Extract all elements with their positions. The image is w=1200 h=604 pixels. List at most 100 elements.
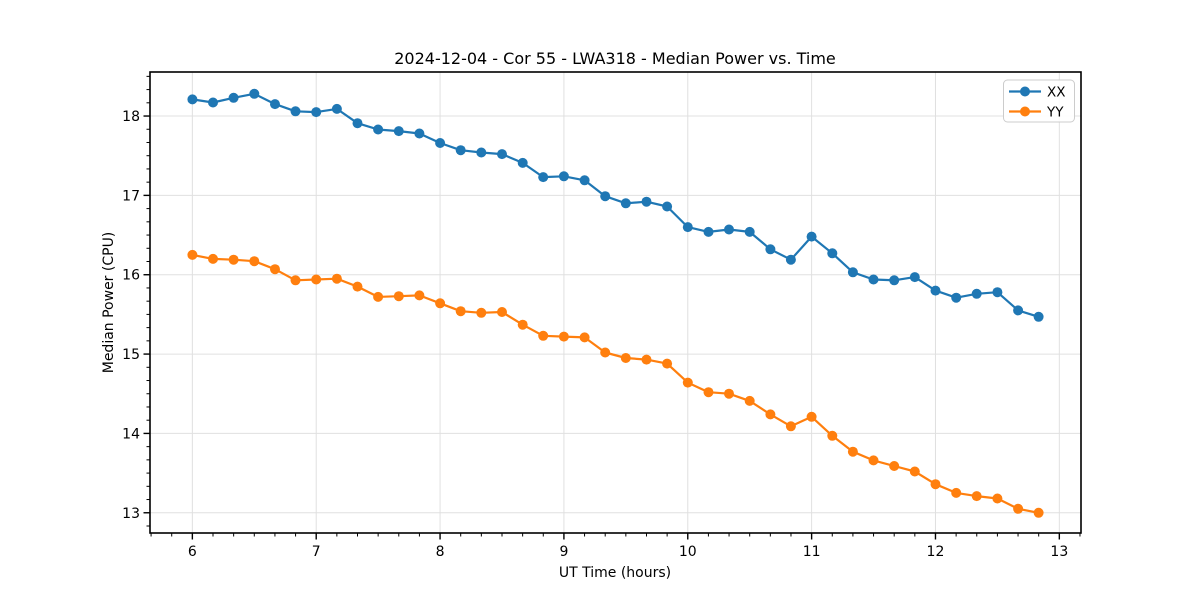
data-point-yy	[785, 421, 796, 432]
data-point-yy	[558, 331, 569, 342]
data-point-yy	[1033, 507, 1044, 518]
y-tick-label: 13	[122, 506, 140, 522]
data-point-xx	[889, 275, 900, 286]
grid-layer	[150, 72, 1081, 533]
data-point-xx	[765, 244, 776, 255]
data-point-yy	[249, 256, 260, 267]
data-point-yy	[331, 273, 342, 284]
data-point-xx	[641, 196, 652, 207]
data-point-xx	[331, 103, 342, 114]
y-tick-label: 15	[122, 347, 140, 363]
data-point-xx	[393, 126, 404, 137]
data-point-yy	[847, 446, 858, 457]
data-point-xx	[558, 171, 569, 182]
legend-label-yy: YY	[1046, 105, 1064, 121]
data-point-yy	[538, 330, 549, 341]
data-point-xx	[1033, 311, 1044, 322]
data-point-yy	[744, 395, 755, 406]
data-point-xx	[703, 226, 714, 237]
x-tick-label: 9	[559, 544, 568, 560]
y-axis-label: Median Power (CPU)	[101, 232, 117, 374]
data-point-yy	[497, 307, 507, 317]
data-point-xx	[497, 149, 507, 160]
data-point-yy	[393, 291, 404, 302]
data-point-xx	[744, 226, 755, 237]
data-point-xx	[909, 272, 920, 283]
data-point-xx	[682, 222, 693, 233]
data-point-xx	[868, 274, 879, 285]
chart-title: 2024-12-04 - Cor 55 - LWA318 - Median Po…	[394, 49, 836, 68]
y-tick-label: 16	[122, 268, 140, 284]
data-point-xx	[538, 172, 549, 183]
data-point-xx	[785, 254, 796, 265]
data-point-yy	[641, 354, 652, 365]
data-point-yy	[765, 409, 776, 420]
data-point-xx	[930, 285, 941, 296]
data-point-yy	[600, 347, 611, 358]
data-point-yy	[270, 264, 280, 275]
data-point-yy	[620, 353, 631, 363]
data-point-yy	[868, 455, 879, 466]
data-point-xx	[373, 124, 384, 135]
data-point-xx	[600, 191, 611, 202]
data-point-xx	[187, 94, 198, 105]
data-point-yy	[951, 487, 962, 498]
data-point-xx	[951, 292, 962, 303]
legend: XX YY	[1003, 79, 1075, 123]
legend-marker-yy	[1020, 106, 1030, 117]
series-layer	[187, 88, 1044, 518]
data-point-xx	[249, 88, 260, 99]
data-point-yy	[435, 298, 446, 309]
x-tick-label: 8	[436, 544, 445, 560]
data-point-yy	[311, 274, 322, 285]
data-point-yy	[971, 491, 982, 502]
data-point-yy	[414, 290, 425, 301]
data-point-yy	[476, 307, 487, 318]
data-point-xx	[847, 267, 858, 278]
data-point-xx	[270, 99, 280, 110]
data-point-yy	[682, 377, 693, 388]
data-point-xx	[517, 157, 528, 168]
data-point-xx	[311, 107, 322, 118]
x-tick-label: 6	[188, 544, 197, 560]
data-point-xx	[827, 248, 838, 259]
data-point-xx	[352, 118, 363, 129]
data-point-yy	[228, 254, 239, 265]
data-point-xx	[476, 147, 487, 158]
data-point-xx	[662, 201, 673, 212]
data-point-xx	[455, 145, 466, 156]
legend-label-xx: XX	[1047, 85, 1066, 101]
data-point-xx	[414, 128, 425, 139]
data-point-xx	[620, 198, 631, 209]
x-tick-label: 13	[1050, 544, 1068, 560]
data-point-yy	[992, 493, 1003, 504]
data-point-yy	[290, 275, 301, 286]
data-point-yy	[517, 319, 528, 330]
data-point-yy	[806, 411, 817, 422]
y-tick-label: 18	[122, 109, 140, 125]
data-point-xx	[806, 231, 817, 242]
data-point-yy	[373, 291, 384, 302]
data-point-yy	[930, 479, 941, 490]
data-point-xx	[992, 287, 1003, 298]
data-point-yy	[1013, 503, 1024, 514]
data-point-yy	[889, 461, 900, 471]
plot-border	[149, 71, 1082, 534]
x-tick-label: 12	[927, 544, 945, 560]
data-point-yy	[455, 306, 466, 317]
x-tick-label: 11	[803, 544, 821, 560]
data-point-xx	[1013, 305, 1024, 316]
tick-layer: 6 7 8 9 10 11 12 13 13 14 15 16 17 18	[122, 75, 1081, 560]
data-point-xx	[290, 106, 301, 117]
y-tick-label: 14	[122, 426, 140, 442]
data-point-yy	[352, 281, 363, 292]
data-point-yy	[703, 387, 714, 398]
y-tick-label: 17	[122, 188, 140, 204]
x-tick-label: 7	[312, 544, 321, 560]
data-point-yy	[187, 249, 198, 260]
data-point-xx	[971, 288, 982, 299]
data-point-yy	[724, 388, 734, 399]
data-point-yy	[827, 430, 838, 441]
